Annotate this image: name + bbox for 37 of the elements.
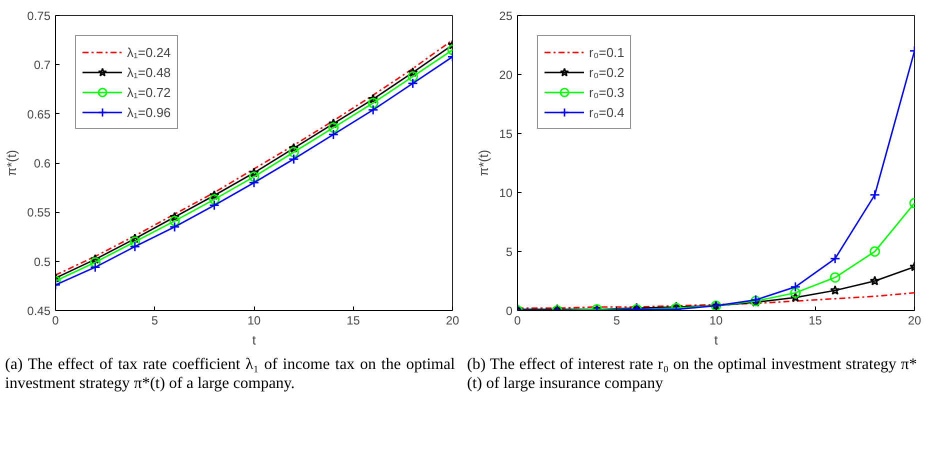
x-axis-title: t: [252, 332, 256, 348]
legend-label: r₀=0.2: [589, 64, 624, 80]
y-tick-label: 0.45: [27, 304, 51, 318]
legend-label: r₀=0.3: [589, 84, 624, 100]
y-tick-label: 15: [499, 127, 513, 141]
x-tick-label: 0: [52, 314, 60, 328]
y-tick-label: 5: [506, 245, 513, 259]
y-tick-label: 0.5: [34, 254, 51, 269]
legend-label: λ₁=0.24: [127, 44, 171, 60]
legend-label: r₀=0.4: [589, 104, 624, 120]
y-axis-title: π*(t): [4, 150, 20, 176]
x-tick-label: 15: [808, 314, 822, 328]
y-tick-label: 0: [506, 304, 513, 318]
x-tick-label: 15: [346, 314, 360, 328]
x-tick-label: 20: [908, 314, 922, 328]
x-axis-title: t: [714, 332, 718, 348]
y-tick-label: 0.55: [27, 206, 51, 220]
y-tick-label: 20: [499, 68, 513, 82]
y-tick-label: 0.75: [27, 9, 51, 23]
legend-label: λ₁=0.48: [127, 64, 171, 80]
x-tick-label: 0: [514, 314, 522, 328]
y-tick-label: 0.6: [34, 156, 51, 170]
legend-label: r₀=0.1: [589, 44, 624, 60]
x-tick-label: 10: [247, 314, 261, 328]
x-tick-label: 10: [709, 314, 723, 328]
y-tick-label: 25: [499, 9, 513, 23]
x-tick-label: 5: [613, 314, 620, 328]
x-tick-label: 20: [446, 314, 460, 328]
legend-label: λ₁=0.72: [127, 84, 171, 100]
legend-label: λ₁=0.96: [127, 104, 171, 120]
y-tick-label: 10: [499, 186, 513, 200]
y-tick-label: 0.65: [27, 107, 51, 122]
x-tick-label: 5: [151, 314, 158, 328]
y-tick-label: 0.7: [34, 58, 51, 72]
text: (b) The effect of interest rate r₀ on the optimal investment strategy π*(t) of large insurance company: [467, 355, 917, 394]
text: (a) The effect of tax rate coefficient λ₁ of income tax on the optimal investment strategy π*(t) of a large company.: [5, 355, 455, 394]
y-axis-title: π*(t): [476, 150, 492, 176]
